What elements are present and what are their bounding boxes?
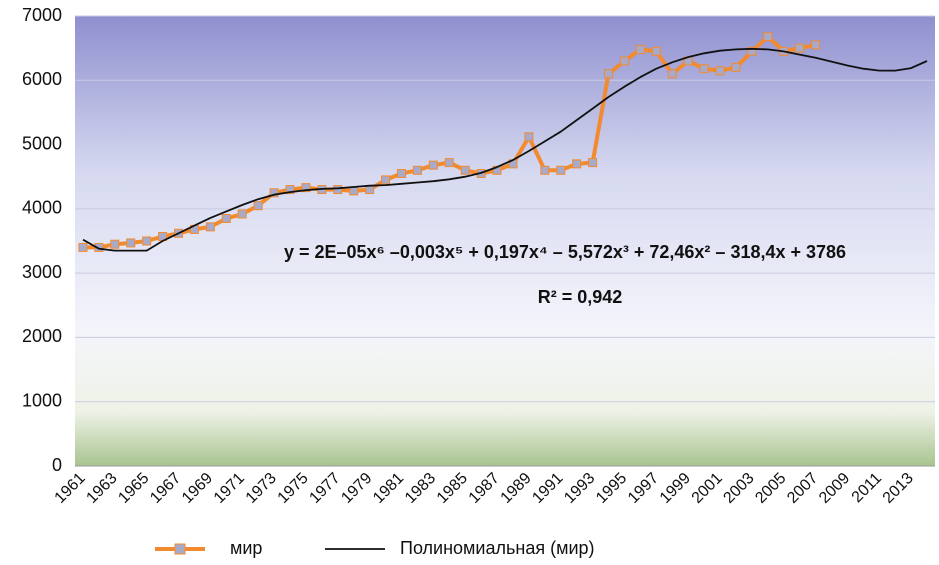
marker	[110, 239, 120, 249]
y-tick-label: 6000	[22, 69, 62, 89]
marker	[524, 132, 534, 142]
y-tick-label: 3000	[22, 262, 62, 282]
marker	[747, 46, 757, 56]
x-tick-label: 1997	[625, 470, 662, 507]
marker	[412, 165, 422, 175]
x-tick-label: 1993	[561, 470, 598, 507]
x-tick-label: 1963	[83, 470, 120, 507]
marker	[667, 69, 677, 79]
y-tick-label: 7000	[22, 5, 62, 25]
marker	[381, 175, 391, 185]
marker	[731, 62, 741, 72]
legend-label: Полиномиальная (мир)	[400, 538, 595, 558]
x-tick-label: 1981	[370, 470, 407, 507]
x-tick-label: 1979	[338, 470, 375, 507]
marker	[221, 214, 231, 223]
marker	[604, 69, 614, 79]
marker	[444, 158, 454, 168]
marker	[428, 160, 438, 170]
r-squared: R² = 0,942	[538, 287, 623, 307]
marker	[588, 158, 598, 168]
legend-label: мир	[230, 538, 262, 558]
x-tick-label: 1973	[243, 470, 280, 507]
plot-area	[75, 16, 935, 466]
marker	[795, 43, 805, 53]
marker	[699, 64, 709, 74]
x-tick-label: 2009	[816, 470, 853, 507]
marker	[237, 209, 247, 219]
y-tick-label: 2000	[22, 326, 62, 346]
x-tick-label: 1983	[402, 470, 439, 507]
x-tick-label: 2007	[784, 470, 821, 507]
marker	[715, 66, 725, 76]
x-tick-label: 1961	[52, 470, 89, 507]
x-tick-label: 1987	[466, 470, 503, 507]
marker	[78, 242, 88, 252]
x-tick-label: 1991	[529, 470, 566, 507]
y-tick-label: 4000	[22, 198, 62, 218]
legend-marker	[174, 543, 186, 555]
x-tick-label: 2003	[720, 470, 757, 507]
marker	[285, 185, 295, 195]
x-tick-label: 1965	[115, 470, 152, 507]
y-tick-label: 0	[52, 455, 62, 475]
x-tick-label: 1967	[147, 470, 184, 507]
marker	[811, 40, 821, 50]
marker	[269, 188, 279, 198]
x-tick-label: 2001	[689, 470, 726, 507]
marker	[460, 165, 470, 175]
x-tick-label: 1989	[498, 470, 535, 507]
marker	[333, 185, 343, 195]
series-line	[82, 47, 928, 252]
y-tick-label: 1000	[22, 390, 62, 410]
marker	[763, 32, 773, 42]
marker	[396, 169, 406, 178]
x-tick-label: 2013	[880, 470, 917, 507]
x-tick-label: 1971	[211, 470, 248, 507]
marker	[651, 46, 661, 56]
marker	[556, 165, 566, 175]
marker	[301, 183, 311, 193]
marker	[253, 201, 263, 211]
x-tick-label: 1975	[275, 470, 312, 507]
marker	[635, 44, 645, 54]
x-tick-label: 1977	[306, 470, 343, 507]
x-tick-label: 1969	[179, 470, 216, 507]
x-tick-label: 2005	[752, 470, 789, 507]
marker	[619, 56, 629, 66]
marker	[205, 222, 215, 232]
x-tick-label: 1985	[434, 470, 471, 507]
equation: y = 2E–05x⁶ –0,003x⁵ + 0,197x⁴ – 5,572x³…	[284, 242, 846, 262]
marker	[142, 236, 152, 246]
x-tick-label: 1995	[593, 470, 630, 507]
marker	[540, 165, 550, 175]
x-tick-label: 1999	[657, 470, 694, 507]
marker	[572, 159, 582, 169]
y-tick-label: 5000	[22, 133, 62, 153]
x-tick-label: 2011	[849, 470, 885, 506]
marker	[126, 238, 136, 248]
